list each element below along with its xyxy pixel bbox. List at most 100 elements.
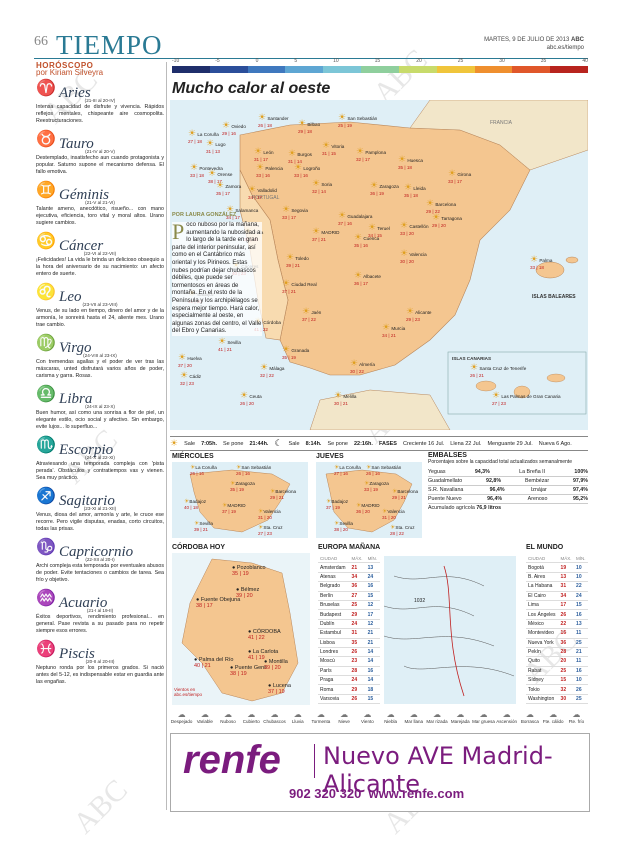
city-name: Jaén [311, 310, 322, 315]
column-header: MÁX. [558, 554, 575, 564]
city-name: Santander [267, 116, 289, 121]
article-text: oco nuboso por la mañana, aumentando la … [172, 222, 262, 335]
header-rule [34, 58, 588, 59]
legend-item: ☁ Lluvia [286, 710, 309, 730]
max-cell: 25 [349, 600, 366, 611]
byline: POR LAURA GONZÁLEZ [172, 212, 237, 218]
city-name: Sevilla [339, 521, 353, 526]
city-temps: 33 | 18 [530, 265, 544, 270]
scale-swatch [398, 66, 437, 73]
sunset-time: 21:44h. [249, 440, 269, 447]
city-name: Puente Genil [234, 665, 267, 671]
legend-label: Mar rizada [426, 719, 448, 724]
thursday-title: JUEVES [316, 453, 344, 460]
sun-icon: ☀ [170, 438, 179, 448]
table-row: Londres 26 14 [318, 647, 380, 658]
reservoir-name: S.R. Navallana [428, 487, 464, 493]
map-city: ☀ Pontevedra 33 | 18 [190, 162, 223, 178]
map-shapes [239, 100, 588, 430]
map-city: ☀ Las Palmas de Gran Canaria 27 | 23 [492, 390, 561, 406]
label-francia: FRANCIA [490, 120, 512, 126]
max-cell: 29 [349, 609, 366, 620]
table-row: Amsterdam 21 13 [318, 562, 380, 573]
city-name: Lugo [215, 142, 226, 147]
city-name: Córdoba [263, 320, 281, 325]
scale-swatch [323, 66, 362, 73]
city-name: León [263, 150, 274, 155]
table-row: B. Aires 13 10 [526, 572, 588, 583]
city-temps: 29 | 20 [432, 223, 446, 228]
city-cell: Lisboa [318, 638, 350, 648]
city-temps: 39 | 21 [286, 263, 300, 268]
max-cell: 13 [558, 572, 575, 583]
watermark: ABC [67, 773, 134, 841]
forecast-city: ☀La Coruña 26 | 16 [190, 464, 217, 476]
min-cell: 16 [574, 666, 588, 677]
city-name: Zaragoza [379, 184, 399, 189]
city-name: MADRID [227, 503, 246, 508]
legend-item: ☁ Mar rizada [425, 710, 448, 730]
weather-icon: ☀ [364, 481, 370, 487]
max-cell: 31 [349, 628, 366, 639]
city-cell: Praga [318, 675, 350, 686]
city-name: Salamanca [235, 208, 259, 213]
city-name: Barcelona [275, 489, 297, 494]
site-url: abc.es/tiempo [546, 45, 584, 51]
weather-icon: ☀ [194, 521, 200, 527]
forecast-city: ☀Badajoz 37 | 19 [326, 498, 348, 510]
map-city: ☀ Ceuta 26 | 20 [240, 390, 262, 406]
map-city: ☀ Guadalajara 37 | 16 [338, 210, 372, 226]
map-city: ☀ Salamanca 34 | 17 [226, 204, 258, 220]
temperature-scale [172, 66, 588, 73]
city-temps: 27 | 23 [492, 401, 506, 406]
zodiac-icon: ♊ [36, 181, 56, 199]
sign-text: ¡Felicidades! La vida le brinda un delic… [36, 257, 164, 277]
weather-icon: ☀ [366, 465, 372, 471]
weather-icon: ☀ [240, 390, 249, 400]
sign-dates: (24-IX al 23-X) [85, 404, 115, 409]
sign-name: Escorpio [59, 442, 114, 458]
reservoir-pct: 95,2% [572, 496, 588, 502]
reservoir-name: Bembézar [524, 478, 550, 484]
forecast-city: ☀San Sebastián 26 | 16 [366, 464, 401, 476]
label-portugal: PORTUGAL [252, 195, 280, 201]
column-divider [166, 62, 167, 810]
main-headline: Mucho calor al oeste [172, 80, 331, 97]
table-row: Nueva York 36 25 [526, 638, 588, 648]
min-cell: 10 [574, 675, 588, 686]
map-city: ☀ Logroño 33 | 16 [294, 162, 320, 178]
max-cell: 28 [349, 666, 366, 677]
weather-icon: ☀ [184, 499, 190, 505]
legend-icon: ☁ [200, 710, 209, 719]
canarias-island [513, 385, 531, 399]
max-cell: 26 [558, 609, 575, 620]
moonrise-label: Sale [288, 440, 300, 447]
table-row: Budapest 29 17 [318, 609, 380, 620]
city-name: Lucena [272, 683, 291, 689]
weather-icon: ☀ [382, 322, 391, 332]
city-temps: 37 | 19 [222, 509, 236, 514]
map-city: ☀ Toledo 39 | 21 [286, 252, 309, 268]
city-marker: ● [236, 587, 240, 593]
city-cell: La Habana [526, 581, 559, 592]
embalses-total: Acumulado agrícola 76,9 litros [428, 504, 588, 511]
city-name: Pozoblanco [236, 565, 266, 571]
city-cell: B. Aires [526, 572, 559, 583]
legend-label: Cubierto [242, 719, 260, 724]
city-name: Teruel [377, 226, 390, 231]
legend-label: Chubascos [263, 719, 286, 724]
table-row: Varsovia 26 15 [318, 694, 380, 705]
city-cell: Dublín [318, 619, 350, 630]
weather-icon: ☀ [298, 118, 307, 128]
page-number: 66 [34, 34, 48, 49]
zodiac-icon: ♎ [36, 385, 56, 403]
min-cell: 25 [574, 694, 588, 705]
city-temps: 26 | 20 [240, 401, 254, 406]
renfe-ad[interactable]: renfe Nuevo AVE Madrid-Alicante 902 320 … [170, 733, 590, 812]
table-row: Estambul 31 21 [318, 628, 380, 639]
map-city: ☀ Huesca 35 | 18 [398, 154, 423, 170]
legend-item: ☁ Fte. frío [565, 710, 588, 730]
max-cell: 34 [558, 591, 575, 601]
max-cell: 24 [349, 619, 366, 630]
